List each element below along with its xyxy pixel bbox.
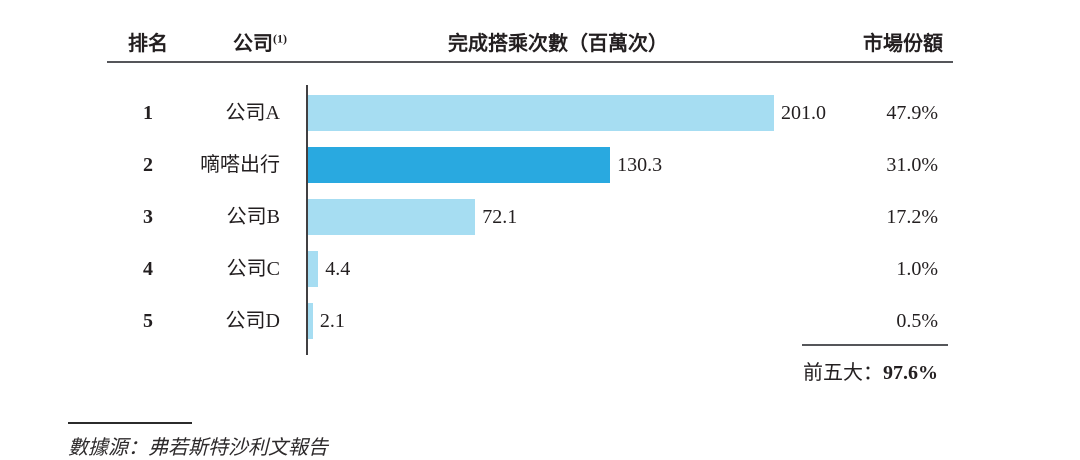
total-label: 前五大：: [803, 362, 883, 384]
bar-area: 130.3: [308, 147, 662, 183]
table-row: 1 公司A 201.0 47.9%: [0, 95, 1080, 131]
total-divider-line: [802, 344, 948, 346]
rank-cell: 5: [143, 310, 153, 332]
bar-area: 2.1: [308, 303, 345, 339]
table-row: 2 嘀嗒出行 130.3 31.0%: [0, 147, 1080, 183]
bar-value-label: 4.4: [325, 258, 351, 280]
chart-axis-line: [306, 85, 308, 355]
top-five-total: 前五大：97.6%: [803, 356, 938, 385]
company-cell: 公司D: [225, 310, 280, 332]
bar-value-label: 72.1: [482, 206, 518, 228]
column-header-market-share: 市場份額: [863, 33, 943, 55]
bar-value-label: 201.0: [781, 102, 826, 124]
column-header-rank: 排名: [128, 33, 168, 55]
rank-cell: 4: [143, 258, 153, 280]
bar: [308, 199, 476, 235]
market-share-cell: 31.0%: [886, 154, 938, 176]
bar-area: 4.4: [308, 251, 350, 287]
market-share-cell: 1.0%: [896, 258, 938, 280]
bar-area: 72.1: [308, 199, 517, 235]
bar: [308, 251, 319, 287]
footnote-marker: (1): [273, 31, 287, 46]
table-row: 3 公司B 72.1 17.2%: [0, 199, 1080, 235]
market-share-cell: 0.5%: [896, 310, 938, 332]
company-cell: 公司A: [225, 102, 280, 124]
header-divider-line: [107, 61, 953, 63]
company-cell: 公司B: [226, 206, 280, 228]
rank-cell: 2: [143, 154, 153, 176]
bar-value-label: 130.3: [617, 154, 663, 176]
column-header-company-text: 公司: [233, 33, 273, 55]
bar: [308, 147, 611, 183]
rank-cell: 3: [143, 206, 153, 228]
rank-cell: 1: [143, 102, 153, 124]
market-share-cell: 47.9%: [886, 102, 938, 124]
column-header-company: 公司(1): [233, 27, 287, 56]
footnote-divider-line: [68, 422, 192, 424]
company-cell: 嘀嗒出行: [200, 154, 280, 176]
bar: [308, 95, 774, 131]
bar-value-label: 2.1: [319, 310, 345, 332]
column-header-rides: 完成搭乘次數（百萬次）: [448, 33, 668, 55]
total-value: 97.6%: [883, 362, 938, 384]
company-cell: 公司C: [226, 258, 280, 280]
bar-area: 201.0: [308, 95, 826, 131]
data-source-note: 數據源：弗若斯特沙利文報告: [68, 437, 328, 459]
table-row: 5 公司D 2.1 0.5%: [0, 303, 1080, 339]
market-share-cell: 17.2%: [886, 206, 938, 228]
bar: [308, 303, 313, 339]
table-row: 4 公司C 4.4 1.0%: [0, 251, 1080, 287]
